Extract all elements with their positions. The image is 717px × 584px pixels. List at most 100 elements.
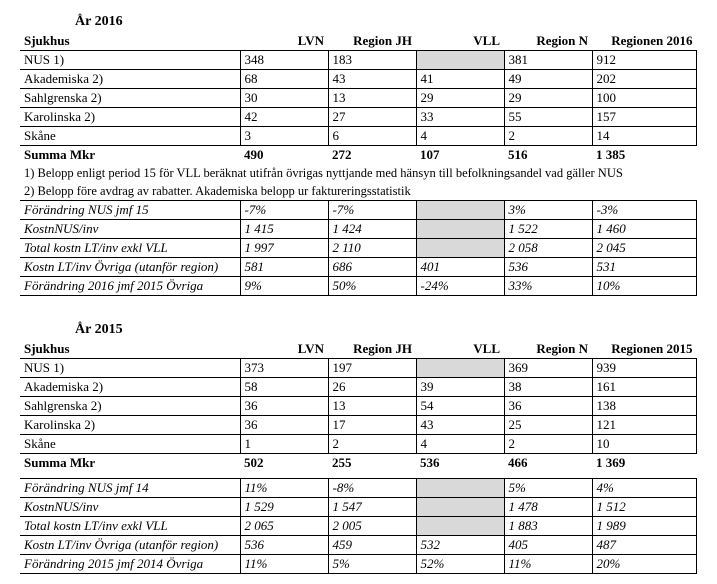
sum-reg: 1 385: [592, 146, 697, 165]
cell-n: 38: [504, 378, 592, 397]
stat-row: Förändring NUS jmf 14 11% -8% 5% 4%: [20, 478, 697, 497]
cell-reg: 531: [592, 258, 697, 277]
cell-lvn: 36: [240, 397, 328, 416]
cell-jh: 183: [328, 51, 416, 70]
cell-jh: 2 005: [328, 516, 416, 535]
sum-n: 516: [504, 146, 592, 165]
table-row: Karolinska 2) 42 27 33 55 157: [20, 108, 697, 127]
hdr-vll: VLL: [416, 340, 504, 359]
cell-name: Sahlgrenska 2): [20, 397, 240, 416]
cell-lvn: 581: [240, 258, 328, 277]
cell-n: 36: [504, 397, 592, 416]
cell-jh: 27: [328, 108, 416, 127]
stat-row: Total kostn LT/inv exkl VLL 1 997 2 110 …: [20, 239, 697, 258]
cell-name: Skåne: [20, 435, 240, 454]
cell-n: 11%: [504, 554, 592, 573]
cell-vll: 401: [416, 258, 504, 277]
cell-vll: [416, 220, 504, 239]
hdr-reg: Regionen 2015: [592, 340, 697, 359]
sum-label: Summa Mkr: [20, 146, 240, 165]
cell-vll: 33: [416, 108, 504, 127]
cell-n: 1 478: [504, 497, 592, 516]
cell-reg: 20%: [592, 554, 697, 573]
cell-name: Kostn LT/inv Övriga (utanför region): [20, 258, 240, 277]
sum-label: Summa Mkr: [20, 454, 240, 473]
cell-reg: 912: [592, 51, 697, 70]
stat-row: Förändring NUS jmf 15 -7% -7% 3% -3%: [20, 201, 697, 220]
table-row: Akademiska 2) 68 43 41 49 202: [20, 70, 697, 89]
cell-lvn: 1: [240, 435, 328, 454]
cell-vll: -24%: [416, 277, 504, 296]
cell-name: Total kostn LT/inv exkl VLL: [20, 516, 240, 535]
cell-jh: 686: [328, 258, 416, 277]
table-2015-header: Sjukhus LVN Region JH VLL Region N Regio…: [20, 340, 697, 359]
cell-n: 536: [504, 258, 592, 277]
cell-vll: [416, 201, 504, 220]
cell-vll: [416, 478, 504, 497]
sum-lvn: 490: [240, 146, 328, 165]
stat-row: Förändring 2016 jmf 2015 Övriga 9% 50% -…: [20, 277, 697, 296]
cell-vll: [416, 497, 504, 516]
stat-row: Kostn LT/inv Övriga (utanför region) 536…: [20, 535, 697, 554]
cell-vll: [416, 359, 504, 378]
cell-reg: 161: [592, 378, 697, 397]
cell-jh: 13: [328, 397, 416, 416]
table-2015: Sjukhus LVN Region JH VLL Region N Regio…: [20, 340, 697, 574]
cell-lvn: 9%: [240, 277, 328, 296]
cell-reg: 202: [592, 70, 697, 89]
sum-n: 466: [504, 454, 592, 473]
cell-vll: [416, 239, 504, 258]
note-2: 2) Belopp före avdrag av rabatter. Akade…: [20, 182, 697, 201]
cell-name: Karolinska 2): [20, 416, 240, 435]
cell-n: 2: [504, 127, 592, 146]
hdr-sjukhus: Sjukhus: [20, 340, 240, 359]
cell-n: 381: [504, 51, 592, 70]
cell-lvn: 373: [240, 359, 328, 378]
cell-vll: 43: [416, 416, 504, 435]
table-row: Skåne 3 6 4 2 14: [20, 127, 697, 146]
cell-lvn: 11%: [240, 478, 328, 497]
cell-n: 2: [504, 435, 592, 454]
cell-jh: 5%: [328, 554, 416, 573]
note-1: 1) Belopp enligt period 15 för VLL beräk…: [20, 164, 697, 182]
cell-vll: 4: [416, 127, 504, 146]
cell-jh: -8%: [328, 478, 416, 497]
cell-vll: 532: [416, 535, 504, 554]
sum-vll: 536: [416, 454, 504, 473]
table-row: Sahlgrenska 2) 30 13 29 29 100: [20, 89, 697, 108]
cell-n: 29: [504, 89, 592, 108]
cell-n: 33%: [504, 277, 592, 296]
cell-lvn: 1 997: [240, 239, 328, 258]
cell-jh: 50%: [328, 277, 416, 296]
cell-name: Karolinska 2): [20, 108, 240, 127]
sum-lvn: 502: [240, 454, 328, 473]
cell-reg: 1 989: [592, 516, 697, 535]
hdr-lvn: LVN: [240, 340, 328, 359]
cell-n: 1 883: [504, 516, 592, 535]
stat-row: Förändring 2015 jmf 2014 Övriga 11% 5% 5…: [20, 554, 697, 573]
cell-name: Kostn LT/inv Övriga (utanför region): [20, 535, 240, 554]
cell-reg: 1 460: [592, 220, 697, 239]
cell-reg: 2 045: [592, 239, 697, 258]
sum-row-2015: Summa Mkr 502 255 536 466 1 369: [20, 454, 697, 473]
hdr-lvn: LVN: [240, 32, 328, 51]
cell-jh: -7%: [328, 201, 416, 220]
stat-row: KostnNUS/inv 1 529 1 547 1 478 1 512: [20, 497, 697, 516]
table-row: NUS 1) 348 183 381 912: [20, 51, 697, 70]
cell-jh: 13: [328, 89, 416, 108]
cell-jh: 26: [328, 378, 416, 397]
cell-reg: 939: [592, 359, 697, 378]
sum-row-2016: Summa Mkr 490 272 107 516 1 385: [20, 146, 697, 165]
cell-n: 369: [504, 359, 592, 378]
sum-jh: 255: [328, 454, 416, 473]
cell-reg: 100: [592, 89, 697, 108]
cell-name: NUS 1): [20, 51, 240, 70]
cell-jh: 459: [328, 535, 416, 554]
cell-reg: 10: [592, 435, 697, 454]
stat-row: Total kostn LT/inv exkl VLL 2 065 2 005 …: [20, 516, 697, 535]
cell-lvn: 536: [240, 535, 328, 554]
cell-jh: 197: [328, 359, 416, 378]
cell-n: 55: [504, 108, 592, 127]
cell-lvn: 42: [240, 108, 328, 127]
cell-jh: 1 424: [328, 220, 416, 239]
